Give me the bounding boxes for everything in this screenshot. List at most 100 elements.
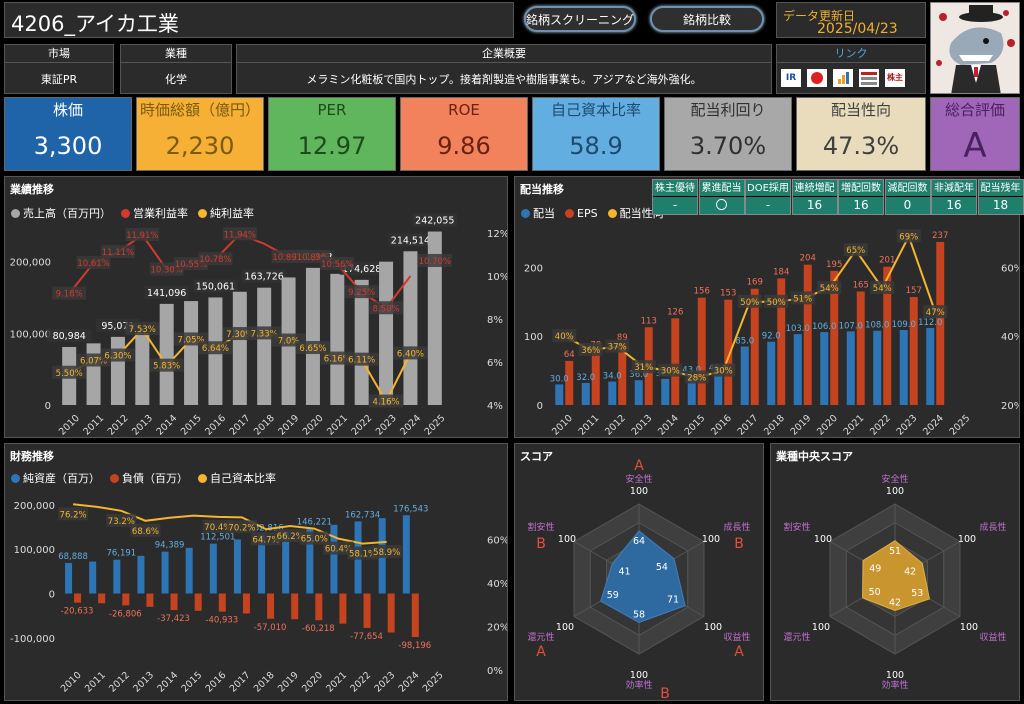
payout-label: 51% (793, 294, 812, 304)
x-tick-label: 2016 (709, 413, 734, 437)
liabilities-label: -98,196 (398, 641, 431, 651)
x-tick-label: 2023 (895, 413, 920, 437)
market-header: 市場 (5, 45, 113, 63)
legend-swatch (11, 208, 20, 218)
dividend-bar (873, 330, 882, 405)
radar-max-label: 100 (704, 622, 722, 633)
nikkei-icon[interactable] (807, 69, 827, 87)
x-tick-label: 2023 (372, 670, 397, 695)
point-label-bg (923, 305, 948, 319)
net-assets-label: 176,543 (393, 504, 428, 514)
radar-grade: B (536, 536, 546, 552)
radar-max-label: 100 (886, 486, 904, 497)
legend-swatch (121, 208, 130, 218)
radar-axis-label: 割安性 (783, 521, 810, 533)
x-tick-label: 2012 (106, 413, 131, 437)
liabilities-label: -20,633 (61, 607, 94, 617)
kabutan-icon[interactable] (859, 69, 879, 87)
industry-value: 化学 (165, 73, 187, 86)
update-date: 2025/04/23 (817, 21, 898, 37)
equity-ratio-label: 64.7% (253, 535, 280, 545)
eps-bar-label: 157 (906, 286, 922, 296)
liabilities-label: -40,933 (205, 616, 238, 626)
eps-bar (697, 297, 706, 405)
dividend-stat: 累進配当〇 (698, 179, 745, 215)
industry-header: 業種 (121, 45, 231, 63)
dividend-bar-label: 103.0 (786, 324, 810, 334)
point-label-bg (764, 294, 789, 308)
kpi-value: 47.3% (797, 126, 925, 166)
eps-bar-label: 169 (747, 278, 763, 288)
compare-button[interactable]: 銘柄比較 (650, 6, 764, 32)
net-margin-label: 6.16% (324, 355, 351, 365)
point-label-bg (578, 342, 603, 356)
bar-label-bg (193, 279, 238, 293)
finance-title: 財務推移 (10, 450, 54, 463)
radar-axis-label: 安全性 (625, 473, 652, 485)
shikiho-icon[interactable]: 株主 (885, 69, 905, 87)
x-tick-label: 2022 (349, 413, 374, 437)
legend-label: EPS (577, 206, 598, 220)
legend-swatch (110, 473, 119, 483)
kpi-card: 自己資本比率 58.9 (532, 97, 660, 171)
eps-bar (803, 264, 812, 405)
dividend-bar-label: 32.0 (576, 373, 595, 383)
market-cell: 市場 東証PR (4, 44, 114, 94)
sales-bar (159, 303, 174, 405)
kpi-label: PER (269, 98, 395, 122)
y2-tick-label: 0% (487, 666, 503, 677)
radar-max-label: 100 (702, 534, 720, 545)
x-tick-label: 2016 (203, 413, 228, 437)
dividend-bar-label: 36.0 (629, 370, 648, 380)
x-tick-label: 2010 (550, 413, 575, 437)
kpi-value: 3.70% (665, 126, 791, 166)
eps-bar-label: 195 (826, 260, 842, 270)
avatar (930, 2, 1020, 94)
y-tick-label: 0 (45, 401, 51, 412)
legend-label: 純資産（百万） (23, 472, 100, 485)
x-tick-label: 2021 (842, 413, 867, 437)
x-tick-label: 2010 (59, 670, 84, 695)
point-label-bg (198, 341, 233, 355)
legend-label: 営業利益率 (133, 207, 188, 220)
radar-axis-label: 還元性 (783, 631, 810, 643)
payout-label: 54% (820, 284, 839, 294)
point-label-bg (737, 294, 762, 308)
payout-label: 36% (581, 346, 600, 356)
x-tick-label: 2020 (301, 413, 326, 437)
dividend-stat-label: 減配回数 (885, 180, 930, 197)
net-assets-bar (282, 531, 290, 594)
radar-grade: A (734, 644, 744, 660)
point-label-bg (202, 519, 233, 533)
x-tick-label: 2021 (325, 413, 350, 437)
dividend-stat: 連続増配 16 (791, 179, 838, 215)
screening-button[interactable]: 銘柄スクリーニング (524, 6, 636, 32)
radar-grade: B (734, 536, 744, 552)
summary-header: 企業概要 (237, 45, 771, 63)
performance-legend: 売上高（百万円） 営業利益率 純利益率 (11, 205, 254, 221)
eps-bar-label: 156 (694, 287, 710, 297)
kpi-card: ROE 9.86 (400, 97, 528, 171)
point-label-bg (393, 346, 428, 360)
net-margin-label: 6.65% (299, 344, 326, 354)
x-tick-label: 2020 (300, 670, 325, 695)
eps-bar (591, 351, 600, 405)
radar-area (600, 530, 686, 624)
point-label-bg (295, 341, 330, 355)
payout-label: 54% (873, 284, 892, 294)
liabilities-bar (267, 593, 275, 619)
industry-cell: 業種 化学 (120, 44, 232, 94)
payout-label: 50% (767, 298, 786, 308)
dividend-stat-value: 18 (978, 197, 1023, 214)
kpi-label: ROE (401, 98, 527, 122)
ir-icon[interactable]: IR (781, 69, 801, 87)
x-tick-label: 2024 (398, 413, 423, 437)
chart-icon[interactable] (833, 69, 853, 87)
point-label-bg (552, 329, 577, 343)
point-label-bg (344, 352, 379, 366)
links-header: リンク (777, 45, 925, 63)
radar-max-label: 100 (630, 486, 648, 497)
kpi-card: 配当性向 47.3% (796, 97, 926, 171)
net-margin-label: 6.30% (104, 352, 131, 362)
